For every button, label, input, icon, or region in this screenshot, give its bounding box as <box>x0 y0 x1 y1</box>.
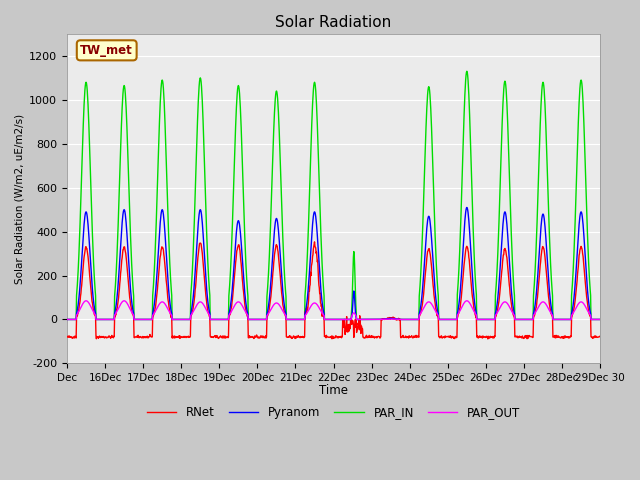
PAR_IN <box>512 317 520 323</box>
PAR_OUT <box>488 317 495 323</box>
Pyranom <box>63 317 71 323</box>
PAR_IN <box>426 84 433 90</box>
Pyranom <box>463 204 470 210</box>
Line: PAR_OUT: PAR_OUT <box>67 301 600 320</box>
Title: Solar Radiation: Solar Radiation <box>275 15 392 30</box>
Pyranom <box>144 317 152 323</box>
Line: RNet: RNet <box>67 242 600 339</box>
PAR_OUT <box>145 317 152 323</box>
PAR_IN <box>571 230 579 236</box>
Pyranom <box>571 287 579 292</box>
Pyranom <box>512 317 520 323</box>
RNet <box>310 239 318 245</box>
Pyranom <box>488 317 495 323</box>
PAR_IN <box>144 317 152 323</box>
RNet <box>484 336 492 342</box>
X-axis label: Time: Time <box>319 384 348 397</box>
PAR_OUT <box>82 298 90 304</box>
PAR_OUT <box>426 299 433 305</box>
RNet <box>596 334 604 339</box>
PAR_IN <box>63 317 71 323</box>
Pyranom <box>426 214 433 220</box>
RNet <box>426 248 433 254</box>
Pyranom <box>596 317 604 323</box>
Legend: RNet, Pyranom, PAR_IN, PAR_OUT: RNet, Pyranom, PAR_IN, PAR_OUT <box>142 401 525 423</box>
PAR_OUT <box>63 317 71 323</box>
Text: TW_met: TW_met <box>81 44 133 57</box>
RNet <box>63 334 71 339</box>
Y-axis label: Solar Radiation (W/m2, uE/m2/s): Solar Radiation (W/m2, uE/m2/s) <box>15 114 25 284</box>
PAR_IN <box>582 169 589 175</box>
RNet <box>488 334 496 340</box>
PAR_IN <box>463 69 470 74</box>
Line: Pyranom: Pyranom <box>67 207 600 320</box>
PAR_IN <box>488 317 495 323</box>
RNet <box>144 335 152 341</box>
RNet <box>572 298 579 303</box>
PAR_OUT <box>512 317 520 323</box>
Pyranom <box>582 258 589 264</box>
PAR_OUT <box>582 304 589 310</box>
RNet <box>513 334 520 340</box>
RNet <box>582 285 589 291</box>
PAR_OUT <box>571 307 579 313</box>
PAR_IN <box>596 317 604 323</box>
Line: PAR_IN: PAR_IN <box>67 72 600 320</box>
PAR_OUT <box>596 317 604 323</box>
